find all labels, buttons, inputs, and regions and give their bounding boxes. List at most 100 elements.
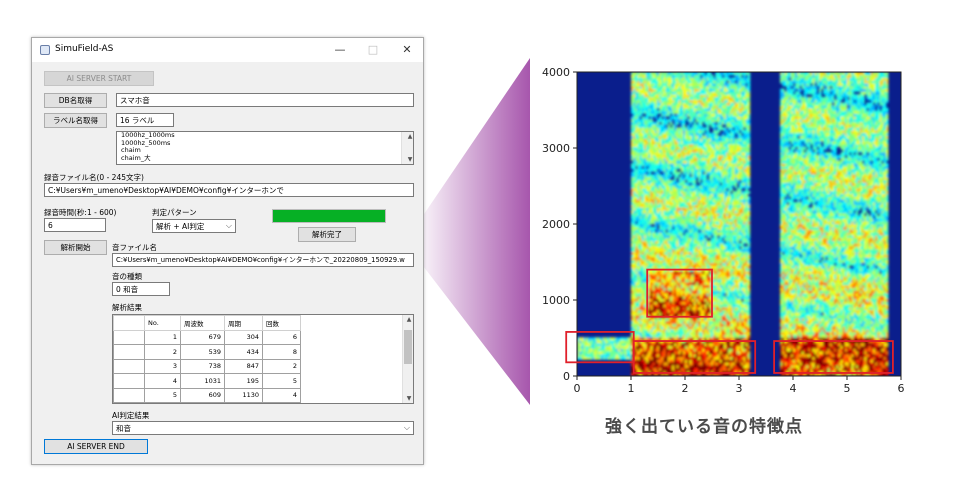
energy-cell <box>643 273 647 277</box>
db-name-field[interactable]: スマホ音 <box>116 93 414 107</box>
label-list-scrollbar[interactable]: ▲ ▼ <box>401 132 413 164</box>
energy-cell <box>678 345 682 349</box>
energy-cell <box>708 306 712 311</box>
table-row[interactable]: 4 1031 195 5 <box>113 373 301 389</box>
energy-cell <box>715 235 718 239</box>
energy-cell <box>695 309 699 313</box>
energy-cell <box>676 105 679 109</box>
energy-cell <box>706 179 710 183</box>
table-row[interactable]: 3 738 847 2 <box>113 358 301 374</box>
column-header[interactable]: No. <box>144 315 181 331</box>
energy-cell <box>719 229 723 233</box>
scroll-up-icon[interactable]: ▲ <box>407 133 413 140</box>
list-item[interactable]: 1000hz_500ms <box>121 138 171 147</box>
ai-result-select[interactable]: 和音 ⌵ <box>112 421 414 435</box>
analysis-start-button[interactable]: 解析開始 <box>44 240 107 255</box>
energy-cell <box>676 273 679 277</box>
energy-cell <box>700 370 703 374</box>
energy-cell <box>643 309 647 313</box>
energy-cell <box>639 246 643 250</box>
energy-cell <box>631 235 634 239</box>
energy-cell <box>717 190 720 194</box>
energy-cell <box>639 304 643 308</box>
energy-cell <box>689 237 692 241</box>
energy-cell <box>639 270 643 275</box>
energy-cell <box>676 196 679 200</box>
energy-cell <box>680 287 684 291</box>
column-header[interactable]: 回数 <box>262 315 301 331</box>
close-icon[interactable]: ✕ <box>402 43 412 56</box>
analysis-result-table[interactable]: No. 周波数 周期 回数 1 679 304 6 2 539 434 8 <box>112 314 414 404</box>
energy-cell <box>641 199 645 203</box>
list-item[interactable]: chaim <box>121 146 141 154</box>
ai-server-start-button[interactable]: AI SERVER START <box>44 71 154 86</box>
scroll-up-icon[interactable]: ▲ <box>406 316 412 323</box>
energy-cell <box>682 329 686 333</box>
energy-cell <box>708 80 712 84</box>
recording-file-input[interactable]: C:¥Users¥m_umeno¥Desktop¥AI¥DEMO¥config¥… <box>44 183 414 197</box>
minimize-icon[interactable]: — <box>334 43 346 56</box>
table-row[interactable]: 1 679 304 6 <box>113 329 301 345</box>
energy-cell <box>637 210 641 214</box>
energy-cell <box>639 141 643 145</box>
energy-cell <box>637 168 641 172</box>
table-row[interactable]: 5 609 1130 4 <box>113 387 301 403</box>
energy-cell <box>695 132 699 136</box>
energy-cell <box>631 315 634 319</box>
energy-cell <box>719 359 723 363</box>
ai-server-end-button[interactable]: AI SERVER END <box>44 439 148 454</box>
energy-cell <box>721 257 725 261</box>
judge-pattern-select[interactable]: 解析 + AI判定 ⌵ <box>152 219 236 233</box>
energy-cell <box>695 193 699 197</box>
energy-cell <box>648 188 651 192</box>
energy-cell <box>685 356 688 360</box>
list-item[interactable]: 1000hz_1000ms <box>121 131 175 139</box>
energy-cell <box>654 74 658 78</box>
energy-cell <box>687 273 690 277</box>
energy-cell <box>721 317 725 322</box>
energy-cell <box>717 224 720 228</box>
energy-cell <box>624 340 628 344</box>
energy-cell <box>652 141 656 145</box>
energy-cell <box>704 254 707 258</box>
energy-cell <box>687 270 690 275</box>
maximize-icon[interactable]: □ <box>367 43 379 56</box>
energy-cell <box>654 265 658 269</box>
energy-cell <box>639 121 643 125</box>
energy-cell <box>678 265 682 269</box>
result-table-scrollbar[interactable]: ▲ ▼ <box>402 315 413 403</box>
energy-cell <box>665 188 669 192</box>
column-header[interactable]: 周期 <box>224 315 263 331</box>
energy-cell <box>702 290 705 294</box>
energy-cell <box>691 130 695 134</box>
column-header[interactable]: 周波数 <box>180 315 225 331</box>
energy-cell <box>598 342 602 346</box>
energy-cell <box>715 295 718 300</box>
energy-cell <box>713 345 716 349</box>
energy-cell <box>713 80 716 84</box>
energy-cell <box>710 243 714 247</box>
energy-cell <box>723 143 727 148</box>
energy-cell <box>689 359 692 363</box>
energy-cell <box>678 127 682 131</box>
analysis-done-button[interactable]: 解析完了 <box>298 227 356 242</box>
scroll-down-icon[interactable]: ▼ <box>407 155 413 163</box>
energy-cell <box>693 251 697 255</box>
label-name-get-button[interactable]: ラベル名取得 <box>44 113 107 128</box>
title-bar[interactable]: SimuField-AS — □ ✕ <box>32 38 423 62</box>
label-list[interactable]: 1000hz_1000ms 1000hz_500ms chaim chaim_大… <box>116 131 414 165</box>
table-row[interactable]: 2 539 434 8 <box>113 344 301 360</box>
energy-cell <box>663 306 666 311</box>
scroll-down-icon[interactable]: ▼ <box>406 395 412 402</box>
energy-cell <box>706 85 710 89</box>
scrollbar-thumb[interactable] <box>404 330 412 364</box>
energy-cell <box>697 107 701 112</box>
energy-cell <box>643 105 647 109</box>
energy-cell <box>704 171 707 175</box>
db-name-get-button[interactable]: DB名取得 <box>44 93 107 108</box>
list-item[interactable]: chaim_大 <box>121 153 151 162</box>
energy-cell <box>695 353 699 358</box>
recording-time-input[interactable]: 6 <box>44 218 106 232</box>
energy-cell <box>723 215 727 219</box>
energy-cell <box>708 370 712 374</box>
